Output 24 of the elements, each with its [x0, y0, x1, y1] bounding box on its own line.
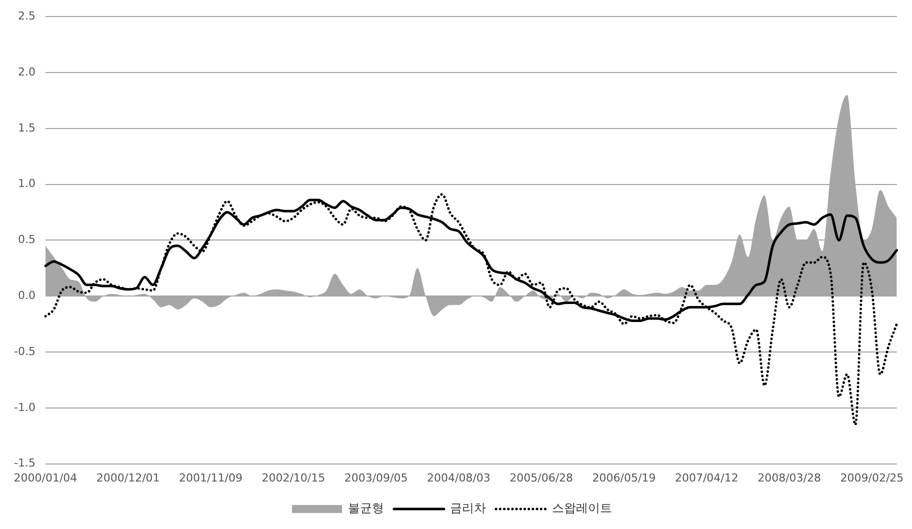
x-tick-label: 2000/12/01	[96, 471, 160, 484]
line-series	[44, 193, 898, 426]
x-tick-label: 2003/09/05	[344, 471, 408, 484]
y-tick-label: -1.0	[14, 400, 36, 414]
x-tick-label: 2004/08/03	[427, 471, 490, 484]
x-tick-label: 2007/04/12	[674, 471, 738, 484]
y-tick-label: 0.0	[18, 288, 36, 302]
y-tick-label: 2.0	[18, 65, 36, 78]
x-tick-label: 2005/06/28	[510, 471, 574, 484]
y-tick-label: 1.0	[18, 177, 36, 190]
x-tick-label: 2001/11/09	[179, 471, 242, 484]
x-tick-label: 2006/05/19	[592, 471, 656, 484]
legend-label: 불균형	[348, 501, 384, 516]
y-tick-label: 1.5	[18, 121, 36, 134]
legend-label: 금리차	[450, 501, 486, 516]
legend-label: 스왑레이트	[552, 501, 612, 516]
y-tick-label: 2.5	[18, 9, 36, 22]
x-tick-label: 2008/03/28	[758, 471, 822, 484]
x-tick-label: 2009/02/25	[840, 471, 904, 484]
y-tick-label: -1.5	[14, 456, 36, 470]
y-tick-label: -0.5	[14, 344, 36, 358]
x-tick-label: 2000/01/04	[14, 471, 78, 484]
x-tick-label: 2002/10/15	[262, 471, 326, 484]
y-tick-label: 0.5	[18, 233, 36, 246]
